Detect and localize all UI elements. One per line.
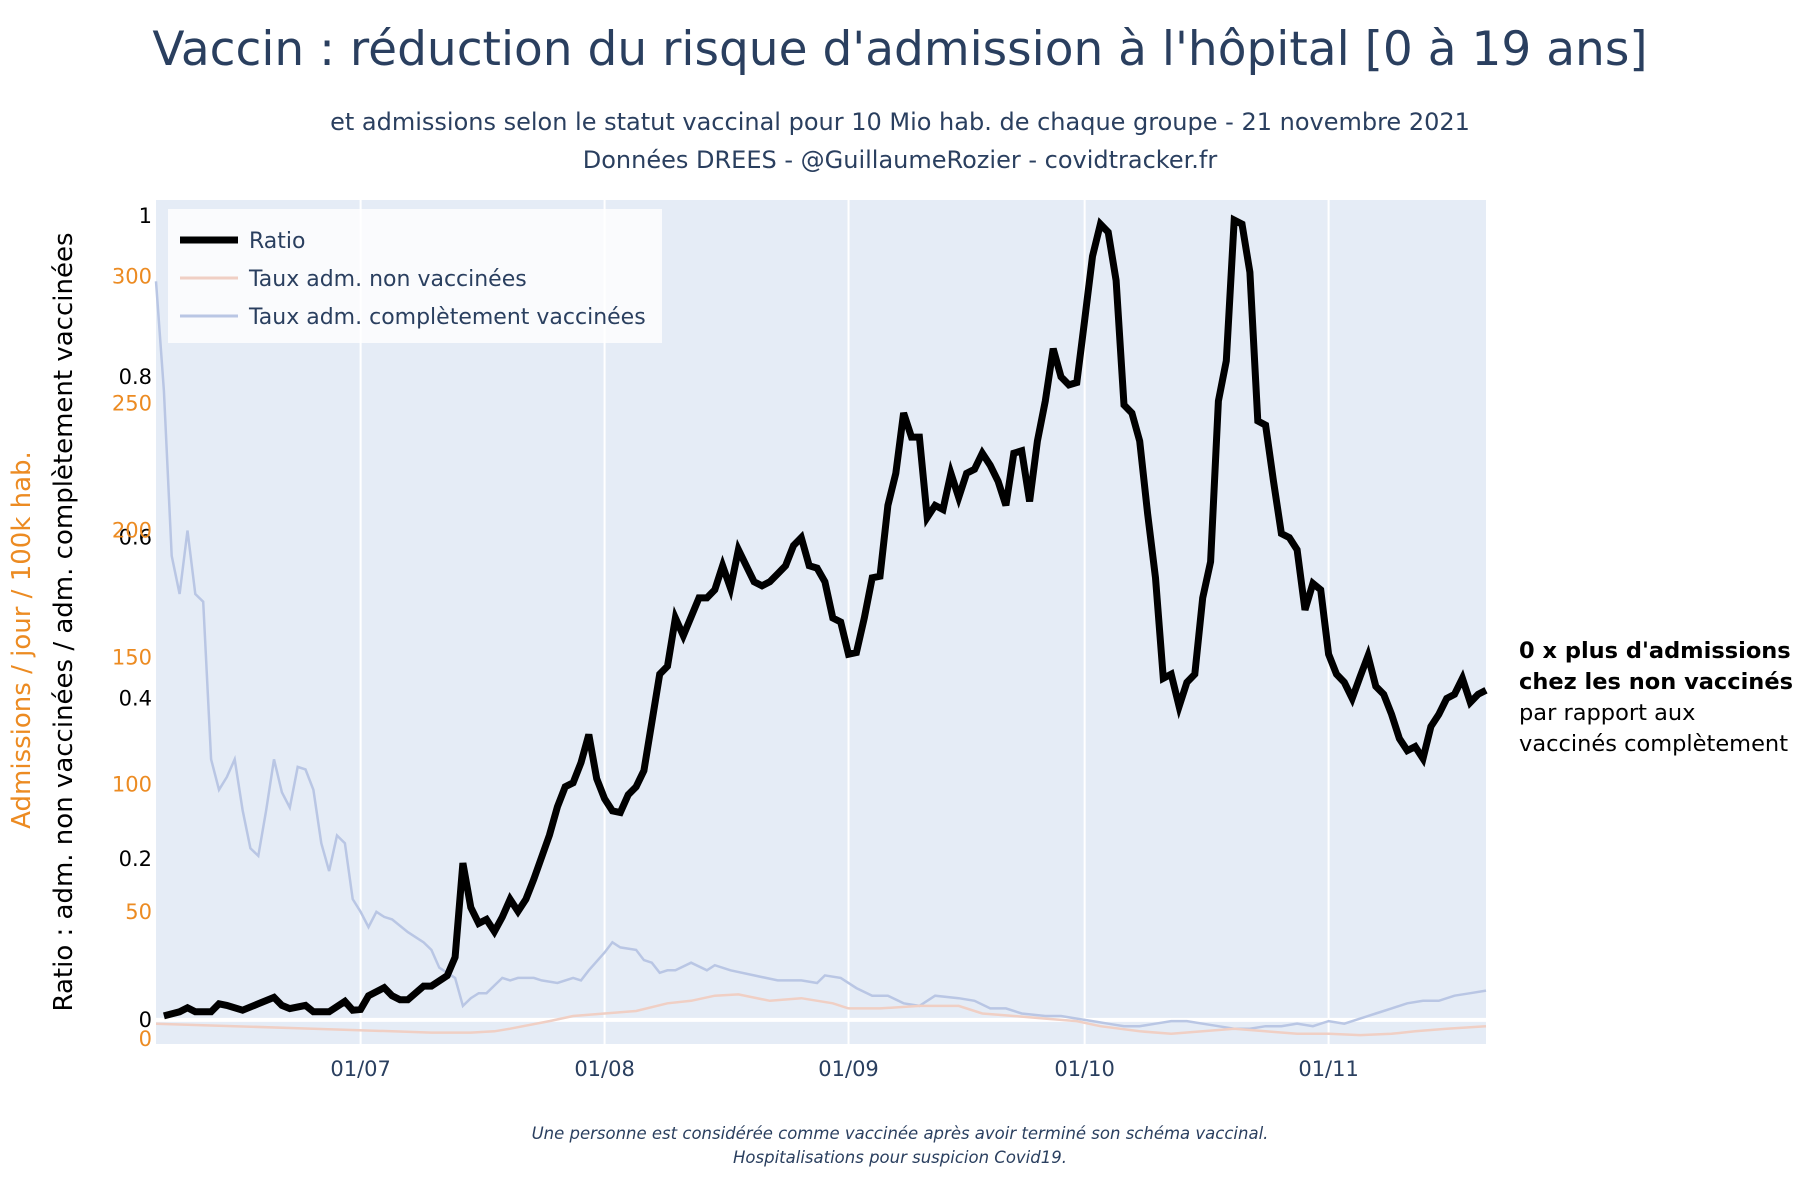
ratio-annotation: 0 x plus d'admissions chez les non vacci… — [1519, 636, 1794, 760]
chart-subtitle: et admissions selon le statut vaccinal p… — [330, 108, 1470, 136]
y-left-tick-label: 0 — [139, 1008, 152, 1032]
y-left-axis-title: Ratio : adm. non vaccinées / adm. complè… — [49, 232, 79, 1011]
y-left-tick-label: 0.6 — [119, 526, 152, 550]
y-right-tick-label: 150 — [112, 646, 152, 670]
x-tick-label: 01/08 — [574, 1057, 635, 1081]
footnote-line-1: Une personne est considérée comme vaccin… — [531, 1124, 1269, 1143]
y-right-tick-label: 300 — [112, 264, 152, 288]
y-right-tick-label: 200 — [112, 518, 152, 542]
annotation-line-2: chez les non vaccinés — [1519, 669, 1793, 695]
y-right-tick-label: 250 — [112, 391, 152, 415]
chart-title: Vaccin : réduction du risque d'admission… — [152, 22, 1648, 77]
legend-label: Taux adm. complètement vaccinées — [248, 305, 646, 330]
annotation-line-3: par rapport aux — [1519, 700, 1696, 726]
y-right-axis-title: Admissions / jour / 100k hab. — [7, 451, 37, 829]
y-left-tick-label: 1 — [139, 204, 152, 228]
legend-label: Ratio — [249, 229, 305, 254]
legend: Ratio Taux adm. non vaccinées Taux adm. co… — [168, 209, 662, 343]
y-right-tick-label: 50 — [125, 900, 152, 924]
y-left-tick-label: 0.4 — [119, 686, 152, 710]
x-tick-label: 01/09 — [818, 1057, 879, 1081]
x-tick-label: 01/10 — [1054, 1057, 1115, 1081]
chart-source-line: Données DREES - @GuillaumeRozier - covid… — [582, 146, 1218, 174]
unvaccinated-rate-line — [155, 993, 1487, 1037]
annotation-line-1: 0 x plus d'admissions — [1519, 638, 1791, 664]
y-left-tick-label: 0.2 — [119, 847, 152, 871]
legend-box — [168, 209, 662, 343]
ratio-series-line — [163, 214, 1488, 1020]
annotation-line-4: vaccinés complètement — [1519, 731, 1789, 757]
x-tick-label: 01/07 — [330, 1057, 391, 1081]
x-tick-label: 01/11 — [1298, 1057, 1359, 1081]
footnote-line-2: Hospitalisations pour suspicion Covid19. — [733, 1148, 1067, 1167]
y-left-tick-label: 0.8 — [119, 365, 152, 389]
y-right-tick-label: 100 — [112, 773, 152, 797]
vaccinated-rate-line — [154, 281, 1487, 1030]
legend-label: Taux adm. non vaccinées — [248, 267, 527, 292]
y-right-tick-label: 0 — [139, 1027, 152, 1051]
